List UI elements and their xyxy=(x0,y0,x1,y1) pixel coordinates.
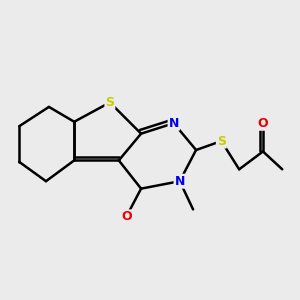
Text: O: O xyxy=(258,117,268,130)
Text: N: N xyxy=(175,175,185,188)
Text: S: S xyxy=(217,135,226,148)
Text: O: O xyxy=(121,210,131,224)
Text: N: N xyxy=(169,117,179,130)
Text: S: S xyxy=(105,96,114,109)
